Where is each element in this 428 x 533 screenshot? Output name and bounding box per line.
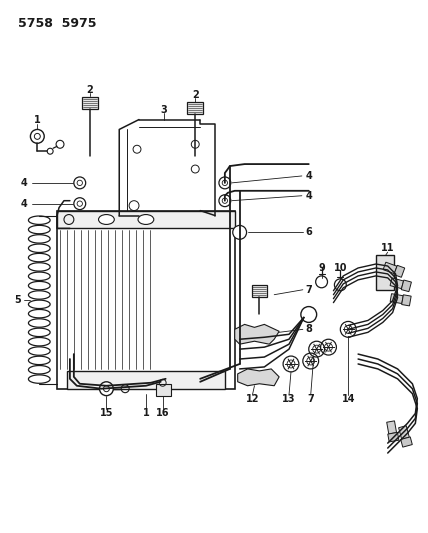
- Polygon shape: [235, 325, 279, 344]
- Text: 8: 8: [305, 325, 312, 334]
- Circle shape: [301, 306, 317, 322]
- Bar: [376, 255, 394, 290]
- Bar: [252, 285, 268, 297]
- Text: 4: 4: [21, 199, 28, 208]
- Text: 10: 10: [333, 263, 347, 273]
- Bar: [57, 211, 235, 229]
- Text: 2: 2: [192, 90, 199, 100]
- Text: 11: 11: [381, 243, 395, 253]
- Bar: [57, 211, 235, 389]
- Text: 5758  5975: 5758 5975: [18, 17, 96, 30]
- Text: 7: 7: [307, 393, 314, 403]
- Polygon shape: [401, 437, 412, 447]
- Text: 14: 14: [342, 393, 355, 403]
- Ellipse shape: [138, 215, 154, 224]
- Bar: [156, 384, 171, 395]
- Polygon shape: [383, 262, 397, 273]
- Circle shape: [99, 382, 113, 395]
- Polygon shape: [394, 265, 405, 277]
- Polygon shape: [398, 426, 409, 439]
- Text: 2: 2: [86, 85, 93, 95]
- Polygon shape: [401, 280, 411, 292]
- Circle shape: [34, 133, 40, 139]
- Text: 6: 6: [306, 228, 312, 237]
- Text: 4: 4: [21, 178, 28, 188]
- Text: 9: 9: [318, 263, 325, 273]
- Bar: [187, 102, 203, 114]
- Text: 3: 3: [160, 104, 167, 115]
- Text: 1: 1: [34, 115, 41, 125]
- Circle shape: [233, 225, 247, 239]
- Circle shape: [30, 130, 44, 143]
- Polygon shape: [238, 369, 279, 386]
- Polygon shape: [390, 278, 404, 289]
- Bar: [67, 371, 225, 389]
- Text: 1: 1: [143, 408, 149, 418]
- Text: 12: 12: [246, 393, 259, 403]
- Polygon shape: [390, 294, 403, 304]
- Text: 7: 7: [306, 285, 312, 295]
- Ellipse shape: [98, 215, 114, 224]
- Text: 4: 4: [306, 191, 312, 201]
- Polygon shape: [387, 421, 396, 434]
- Polygon shape: [401, 295, 411, 306]
- Text: 4: 4: [306, 171, 312, 181]
- Text: 16: 16: [156, 408, 169, 418]
- Text: 15: 15: [100, 408, 113, 418]
- Bar: [82, 97, 98, 109]
- Polygon shape: [388, 432, 399, 442]
- Text: 5: 5: [14, 295, 21, 305]
- Text: 13: 13: [282, 393, 296, 403]
